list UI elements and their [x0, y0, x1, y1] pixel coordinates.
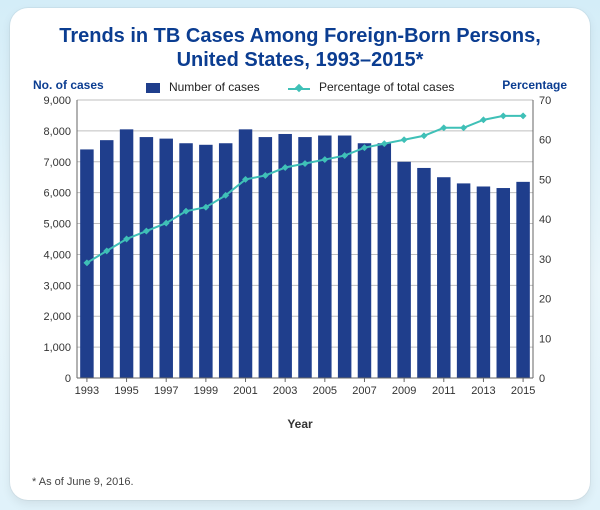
svg-text:30: 30: [539, 254, 551, 266]
svg-text:2007: 2007: [352, 385, 376, 397]
svg-text:9,000: 9,000: [43, 95, 71, 107]
bar: [477, 186, 490, 378]
line-marker: [520, 113, 526, 119]
line-marker: [401, 137, 407, 143]
svg-text:2003: 2003: [273, 385, 297, 397]
svg-text:40: 40: [539, 214, 551, 226]
chart-panel: Trends in TB Cases Among Foreign-Born Pe…: [10, 8, 590, 500]
title-line1: Trends in TB Cases Among Foreign-Born Pe…: [59, 25, 541, 47]
bar: [437, 177, 450, 378]
svg-text:2,000: 2,000: [43, 311, 71, 323]
svg-text:2009: 2009: [392, 385, 416, 397]
line-marker: [421, 133, 427, 139]
bar: [378, 143, 391, 378]
svg-text:20: 20: [539, 294, 551, 306]
svg-text:1,000: 1,000: [43, 342, 71, 354]
line-marker: [500, 113, 506, 119]
bar: [497, 188, 510, 378]
bar: [417, 168, 430, 378]
legend-bar: Number of cases: [146, 80, 260, 94]
chart-area: No. of cases Percentage Number of cases …: [33, 80, 567, 431]
svg-text:7,000: 7,000: [43, 157, 71, 169]
legend-line: Percentage of total cases: [288, 80, 455, 94]
legend-bar-label: Number of cases: [169, 80, 260, 94]
chart-svg: 0 1,000 2,000 3,000 4,000 5,000 6,000 7,000 8,00…: [33, 76, 567, 412]
svg-text:60: 60: [539, 135, 551, 147]
line-marker: [441, 125, 447, 131]
bar: [219, 143, 232, 378]
bar: [358, 143, 371, 378]
svg-text:2001: 2001: [233, 385, 257, 397]
svg-text:2011: 2011: [432, 385, 456, 397]
svg-text:8,000: 8,000: [43, 126, 71, 138]
svg-text:2005: 2005: [313, 385, 337, 397]
svg-text:0: 0: [539, 373, 545, 385]
bar: [159, 139, 172, 378]
bar: [516, 182, 529, 378]
svg-text:0: 0: [65, 373, 71, 385]
chart-title: Trends in TB Cases Among Foreign-Born Pe…: [28, 24, 572, 72]
svg-text:1993: 1993: [75, 385, 99, 397]
bar: [120, 129, 133, 378]
bar: [100, 140, 113, 378]
svg-text:1999: 1999: [194, 385, 218, 397]
svg-text:6,000: 6,000: [43, 188, 71, 200]
svg-text:5,000: 5,000: [43, 219, 71, 231]
svg-text:2013: 2013: [471, 385, 495, 397]
bar: [140, 137, 153, 378]
svg-text:3,000: 3,000: [43, 280, 71, 292]
svg-text:70: 70: [539, 95, 551, 107]
svg-text:2015: 2015: [511, 385, 535, 397]
svg-text:1995: 1995: [114, 385, 138, 397]
bar: [318, 136, 331, 378]
bar: [239, 129, 252, 378]
legend-line-label: Percentage of total cases: [319, 80, 454, 94]
line-marker: [460, 125, 466, 131]
bar: [199, 145, 212, 378]
svg-text:4,000: 4,000: [43, 249, 71, 261]
legend: Number of cases Percentage of total case…: [33, 80, 567, 94]
svg-text:10: 10: [539, 333, 551, 345]
bar: [457, 183, 470, 378]
bar: [397, 162, 410, 378]
svg-text:1997: 1997: [154, 385, 178, 397]
line-marker: [480, 117, 486, 123]
legend-bar-swatch: [146, 83, 160, 93]
x-axis-title: Year: [33, 417, 567, 431]
bar: [179, 143, 192, 378]
bar: [338, 136, 351, 378]
svg-text:50: 50: [539, 174, 551, 186]
title-line2: United States, 1993–2015*: [177, 49, 424, 71]
legend-line-swatch: [288, 83, 310, 93]
footnote: * As of June 9, 2016.: [32, 476, 134, 488]
bar: [298, 137, 311, 378]
